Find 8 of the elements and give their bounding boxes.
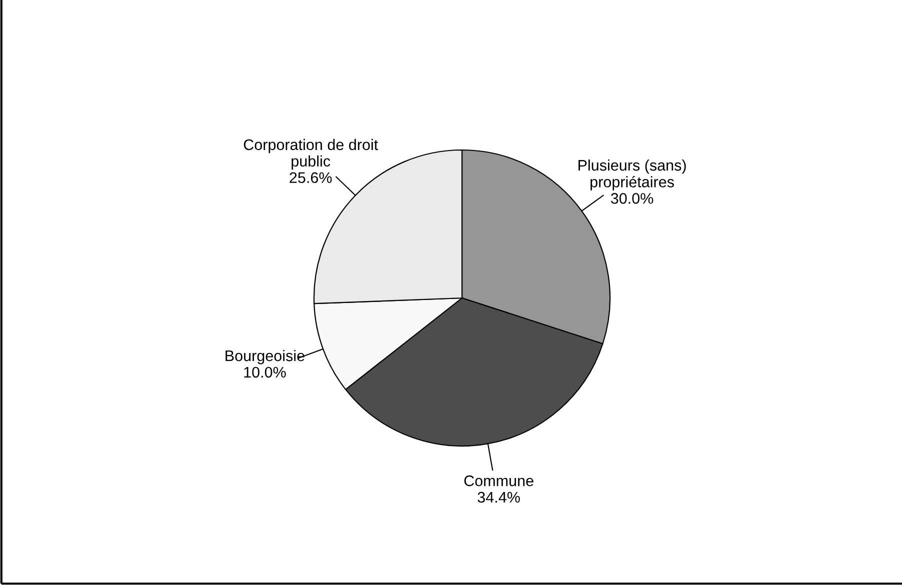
data-label: 25.6% xyxy=(290,172,332,184)
slice-label: Plusieurs (sans) propriétaires xyxy=(578,159,686,190)
slice-label: Bourgeoisie xyxy=(226,350,304,364)
slice-label: Corporation de droit public xyxy=(244,138,378,170)
data-label: 30.0% xyxy=(610,193,654,204)
slice-label: Commune xyxy=(464,475,534,486)
data-label: 34.4% xyxy=(478,492,520,503)
data-label: 10.0% xyxy=(244,366,286,378)
